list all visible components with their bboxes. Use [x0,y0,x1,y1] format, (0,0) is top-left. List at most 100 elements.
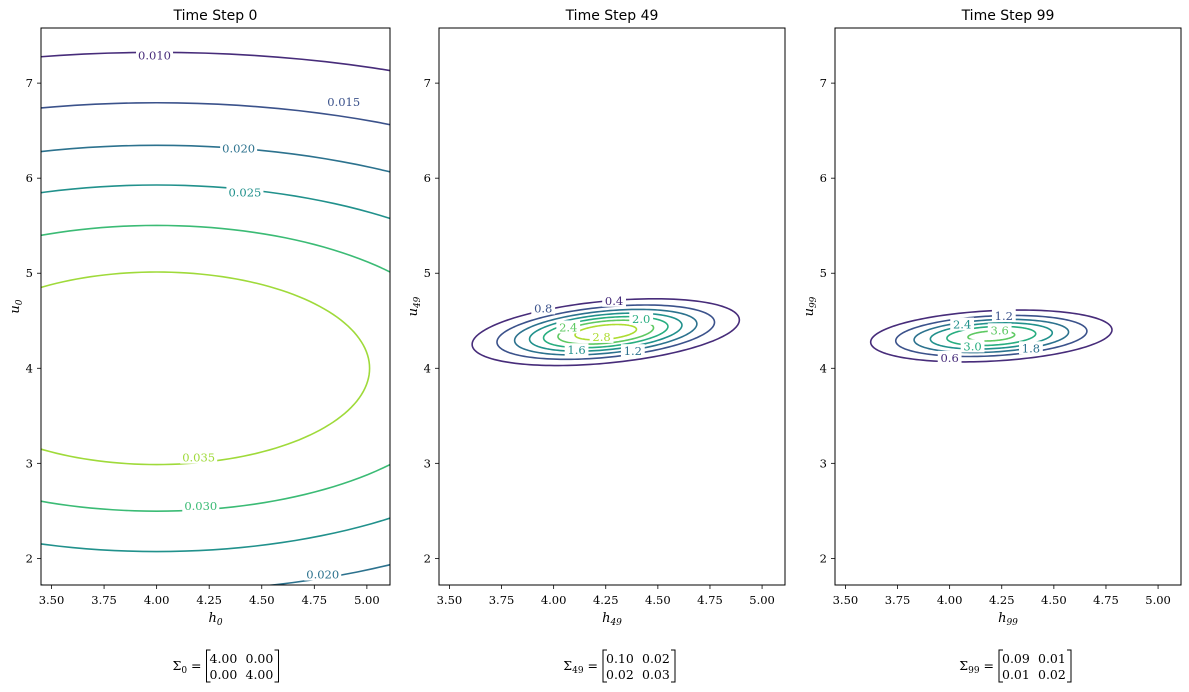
matrix-bracket-left [206,649,211,683]
contour-label-bg [564,343,589,357]
contour-line-0.025 [41,184,390,553]
contour-line-2.8 [574,323,638,341]
y-tick-label: 6 [26,171,33,185]
x-tick-label: 3.75 [91,593,117,607]
x-tick-label: 4.00 [937,593,963,607]
contour-label-bg [589,329,614,343]
contour-line-1.2 [513,308,698,356]
x-tick-label: 4.25 [593,593,619,607]
y-tick-label: 5 [26,266,33,280]
matrix-bracket-left [998,649,1003,683]
contour-label-bg [991,309,1016,323]
matrix-entry: 0.02 [642,651,670,666]
covariance-annotation: Σ0 = 4.00 0.000.00 4.00 [172,649,279,683]
contour-label: 2.0 [632,312,650,326]
x-tick-label: 3.75 [489,593,515,607]
y-tick-label: 3 [820,456,827,470]
contour-label-bg [556,320,581,334]
contour-line-0.8 [496,304,716,361]
contour-label: 2.8 [592,330,610,344]
contour-line-1.2 [894,314,1088,358]
x-tick-label: 4.75 [697,593,723,607]
contour-line-0.020 [41,144,390,585]
matrix-entry: 4.00 [210,651,238,666]
x-tick-label: 4.75 [302,593,328,607]
panel-1: 0.4 0.8 1.2 1.6 2.0 2.4 2.8 Time Step 49 3.50 3.7… [406,8,786,683]
y-tick-label: 4 [26,361,33,375]
y-tick-label: 2 [424,551,431,565]
contour-label: 1.8 [1022,341,1040,355]
contour-label: 3.0 [963,339,981,353]
contour-label: 0.015 [327,95,360,109]
matrix-entry: 4.00 [246,667,274,682]
contour-label-bg [136,48,174,62]
plot-frame [40,27,391,586]
contour-label-bg [987,323,1012,337]
x-tick-label: 4.00 [541,593,567,607]
contour-label: 0.6 [940,351,958,365]
x-tick-label: 4.25 [989,593,1015,607]
contour-label-bg [220,141,258,155]
y-tick-label: 5 [820,266,827,280]
matrix-entry: 0.10 [606,651,634,666]
x-axis-label: h99 [998,611,1018,628]
matrix-entry: 0.01 [1038,651,1066,666]
y-tick-label: 3 [26,456,33,470]
contour-label-bg [325,95,363,109]
covariance-symbol: Σ0 = [172,658,201,676]
contour-line-0.035 [41,271,371,466]
y-tick-label: 4 [424,361,431,375]
matrix-entry: 0.09 [1002,651,1030,666]
contour-label-bg [226,185,264,199]
contour-label: 2.4 [559,320,577,334]
x-tick-label: 4.50 [1041,593,1067,607]
matrix-entry: 0.03 [642,667,670,682]
panel-title: Time Step 99 [961,8,1055,24]
x-tick-label: 3.50 [833,593,859,607]
contour-label: 0.030 [184,499,217,513]
panel-0: 0.010 0.015 0.020 0.025 0.035 0.030 0.020 Time … [8,8,391,683]
x-tick-label: 5.00 [1145,593,1171,607]
y-tick-label: 7 [26,76,33,90]
x-axis-label: h49 [602,611,622,628]
covariance-symbol: Σ49 = [563,658,598,676]
y-tick-label: 2 [820,551,827,565]
matrix-bracket-right [1067,649,1072,683]
y-tick-label: 6 [820,171,827,185]
x-tick-label: 5.00 [749,593,775,607]
y-tick-label: 7 [424,76,431,90]
panel-title: Time Step 0 [173,8,258,24]
y-tick-label: 4 [820,361,827,375]
y-axis-label: u0 [8,299,25,313]
matrix-entry: 0.02 [1038,667,1066,682]
y-tick-label: 6 [424,171,431,185]
contour-line-0.6 [869,309,1113,363]
contour-line-0.4 [471,297,741,367]
contour-label: 0.025 [228,185,261,199]
y-tick-label: 2 [26,551,33,565]
x-tick-label: 4.75 [1093,593,1119,607]
plot-frame [834,27,1182,586]
contour-label-bg [960,339,985,353]
contour-label: 0.8 [534,301,552,315]
contour-label: 1.2 [624,344,642,358]
x-tick-label: 4.50 [645,593,671,607]
contour-label-bg [304,567,342,581]
x-tick-label: 5.00 [354,593,380,607]
panel-2: 0.6 1.2 1.8 2.4 3.0 3.6 Time Step 99 3.50 3.75 4.… [802,8,1182,683]
matrix-entry: 0.02 [606,667,634,682]
contour-line-0.015 [41,101,390,126]
contour-label-bg [180,450,218,464]
panel-title: Time Step 49 [565,8,659,24]
x-tick-label: 3.50 [437,593,463,607]
x-tick-label: 3.50 [39,593,65,607]
y-tick-label: 7 [820,76,827,90]
contour-label: 0.020 [306,568,339,582]
y-axis-label: u99 [802,296,819,316]
matrix-entry: 0.01 [1002,667,1030,682]
contour-line-2.4 [557,319,655,345]
covariance-annotation: Σ49 = 0.10 0.020.02 0.03 [563,649,676,683]
x-tick-label: 4.00 [144,593,170,607]
matrix-entry: 0.00 [246,651,274,666]
x-tick-label: 4.50 [249,593,275,607]
